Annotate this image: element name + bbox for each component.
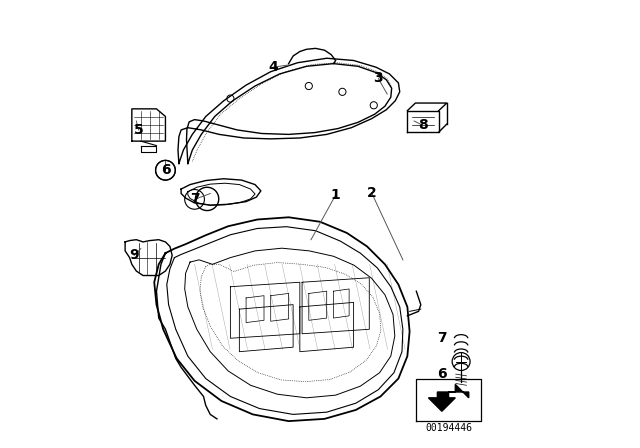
Polygon shape: [428, 384, 468, 411]
Text: 8: 8: [418, 118, 428, 133]
Text: 7: 7: [189, 192, 200, 207]
Text: 00194446: 00194446: [425, 423, 472, 433]
Text: 4: 4: [268, 60, 278, 74]
Text: 9: 9: [129, 248, 139, 263]
Text: 6: 6: [161, 163, 170, 177]
Text: 6: 6: [437, 367, 447, 381]
Text: 7: 7: [437, 331, 447, 345]
Text: 3: 3: [373, 71, 383, 86]
Text: 5: 5: [134, 123, 143, 137]
Text: 1: 1: [331, 188, 340, 202]
Text: 2: 2: [367, 185, 376, 200]
